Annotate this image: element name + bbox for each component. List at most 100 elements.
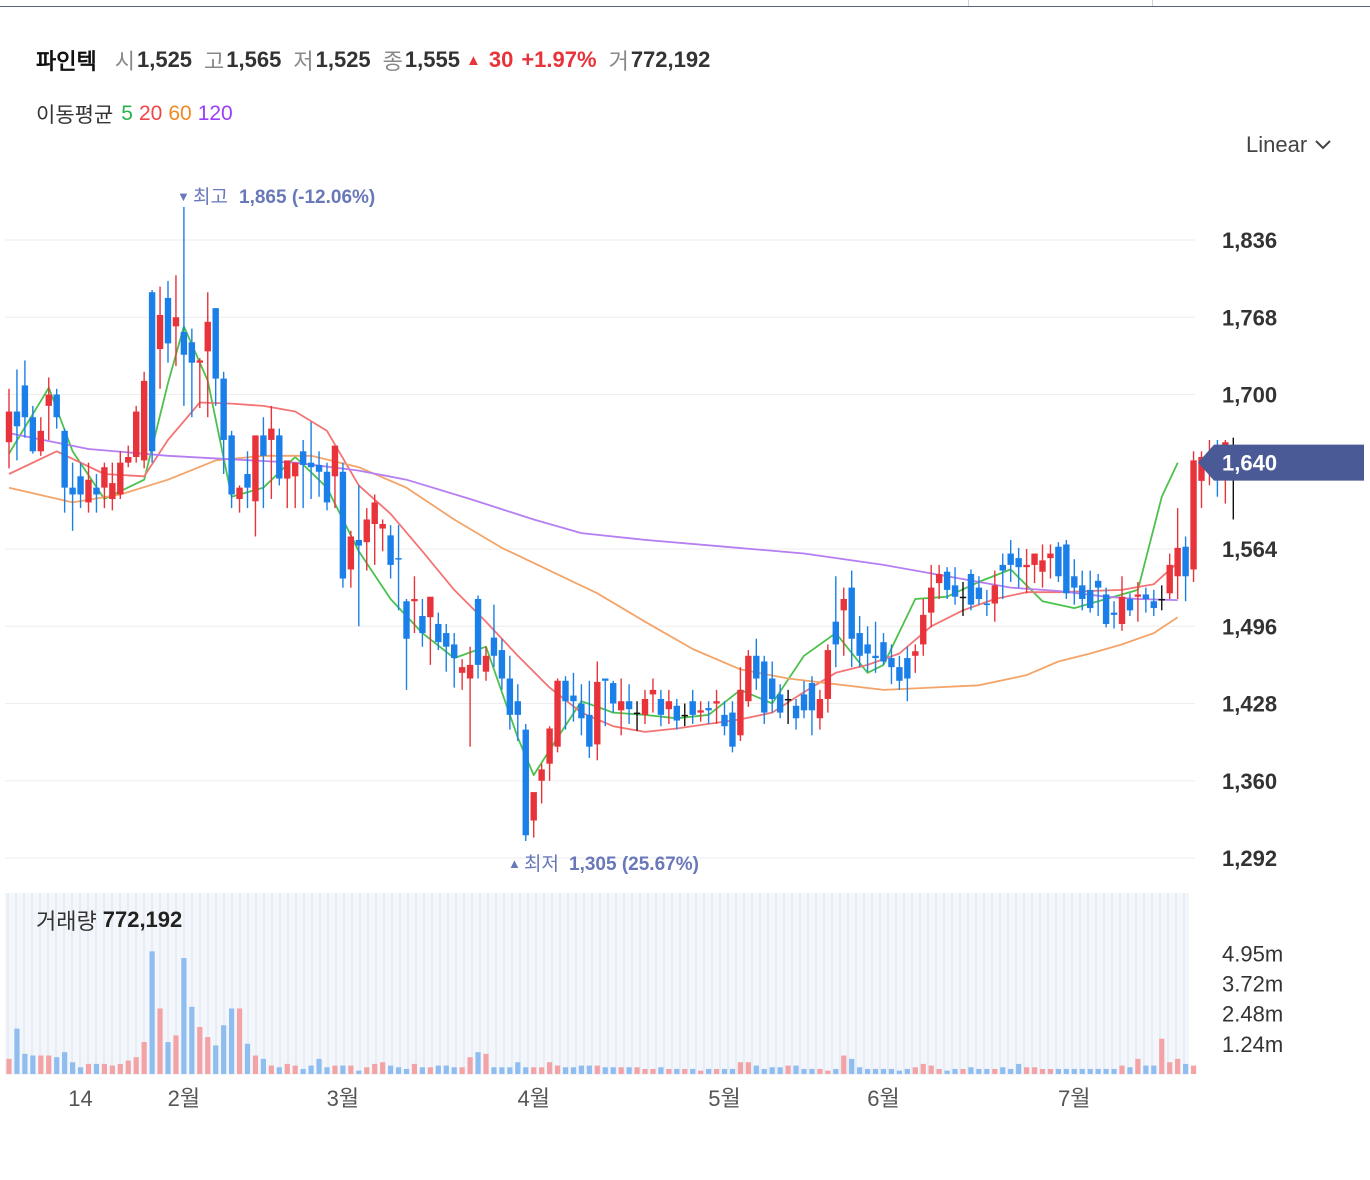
volume-bar xyxy=(14,1028,20,1074)
candle xyxy=(967,569,975,611)
volume-bar xyxy=(531,1067,537,1074)
candle-body xyxy=(729,712,736,747)
volume-bar xyxy=(880,1068,887,1074)
volume-bar xyxy=(221,1025,227,1074)
low-annotation: ▲ 최저 1,305 (25.67%) xyxy=(508,853,699,875)
candle-body xyxy=(808,683,816,711)
ohlc-summary: 파인텍 시 1,525 고 1,565 저 1,525 종 1,555 ▲ 30… xyxy=(36,45,722,75)
candle xyxy=(228,430,235,509)
time-tick-label: 2월 xyxy=(168,1086,200,1111)
candle-body xyxy=(451,644,458,659)
candle xyxy=(888,644,895,685)
candle-body xyxy=(1071,576,1078,588)
volume-bar xyxy=(1190,1065,1197,1074)
candle xyxy=(164,280,172,363)
candle-body xyxy=(991,585,998,604)
ma-120-legend[interactable]: 120 xyxy=(197,102,233,125)
candle xyxy=(514,684,521,741)
candle xyxy=(443,623,450,672)
candle-body xyxy=(697,710,704,713)
volume-bar xyxy=(849,1058,855,1074)
candle-body xyxy=(1142,594,1150,599)
candle-body xyxy=(45,394,52,406)
volume-bar xyxy=(888,1068,895,1074)
candle-body xyxy=(1158,598,1165,601)
candle xyxy=(880,633,887,665)
candle-body xyxy=(1110,612,1118,615)
candle-body xyxy=(967,573,975,605)
volume-bar xyxy=(1167,1062,1173,1074)
candle-body xyxy=(435,623,442,643)
candle-body xyxy=(951,585,959,597)
candle-body xyxy=(792,705,800,719)
volume-bar xyxy=(817,1068,823,1074)
candle-body xyxy=(387,535,394,565)
candle xyxy=(848,570,855,668)
candle-body xyxy=(935,573,943,584)
candle xyxy=(999,553,1006,599)
candle-body xyxy=(1023,564,1030,568)
candle-body xyxy=(347,536,355,570)
volume-bar xyxy=(348,1065,354,1074)
candle-body xyxy=(260,435,267,456)
volume-bar xyxy=(332,1065,338,1074)
candle xyxy=(109,462,116,511)
scale-selector[interactable]: Linear xyxy=(1246,130,1331,160)
candle xyxy=(188,328,196,418)
candle-body xyxy=(77,476,84,495)
candle xyxy=(769,661,776,713)
candle xyxy=(705,701,712,724)
candle xyxy=(1071,559,1078,605)
candle-body xyxy=(164,297,172,344)
ma-5-legend[interactable]: 5 xyxy=(121,102,133,125)
candle-body xyxy=(824,650,832,699)
candle-body xyxy=(482,655,490,672)
candle xyxy=(29,405,37,454)
candle-body xyxy=(276,435,283,479)
candle-body xyxy=(156,314,164,350)
candle xyxy=(697,701,704,722)
volume-bar xyxy=(761,1068,767,1074)
volume-bar xyxy=(634,1067,640,1074)
candle-body xyxy=(896,667,903,681)
volume-bar xyxy=(650,1068,656,1074)
volume-panel-title: 거래량 772,192 xyxy=(36,905,182,935)
stock-name: 파인텍 xyxy=(36,49,97,74)
candle-body xyxy=(419,616,426,634)
candle-body xyxy=(816,698,824,719)
candle xyxy=(156,286,164,389)
candles xyxy=(5,207,1237,841)
top-divider xyxy=(1152,0,1153,6)
volume-bar xyxy=(745,1062,751,1074)
candle-body xyxy=(959,596,967,599)
volume-bar xyxy=(109,1065,115,1074)
volume-bar xyxy=(777,1067,783,1074)
close-label: 종 xyxy=(382,49,403,74)
candle xyxy=(808,676,816,736)
volume-bar xyxy=(1063,1068,1069,1074)
ma-60-legend[interactable]: 60 xyxy=(168,102,192,125)
candle-body xyxy=(514,701,521,715)
candle-body xyxy=(331,445,339,477)
candle xyxy=(212,308,219,406)
candle xyxy=(125,445,132,468)
candle-body xyxy=(315,464,323,472)
candle xyxy=(252,435,259,537)
candle xyxy=(5,388,13,469)
candle xyxy=(196,358,203,409)
candle xyxy=(896,655,903,690)
candle-body xyxy=(999,564,1006,571)
candle xyxy=(617,678,625,736)
volume-bar xyxy=(554,1065,561,1074)
candle-body xyxy=(1055,546,1062,577)
change-percent: +1.97% xyxy=(521,47,597,72)
ma-20-legend[interactable]: 20 xyxy=(138,102,163,125)
candle-body xyxy=(1118,596,1126,624)
price-tick-label: 1,836 xyxy=(1222,228,1277,253)
candle xyxy=(538,763,545,804)
candle xyxy=(602,678,609,727)
candle-body xyxy=(800,694,808,711)
candle-body xyxy=(5,411,13,443)
candle xyxy=(554,678,561,753)
